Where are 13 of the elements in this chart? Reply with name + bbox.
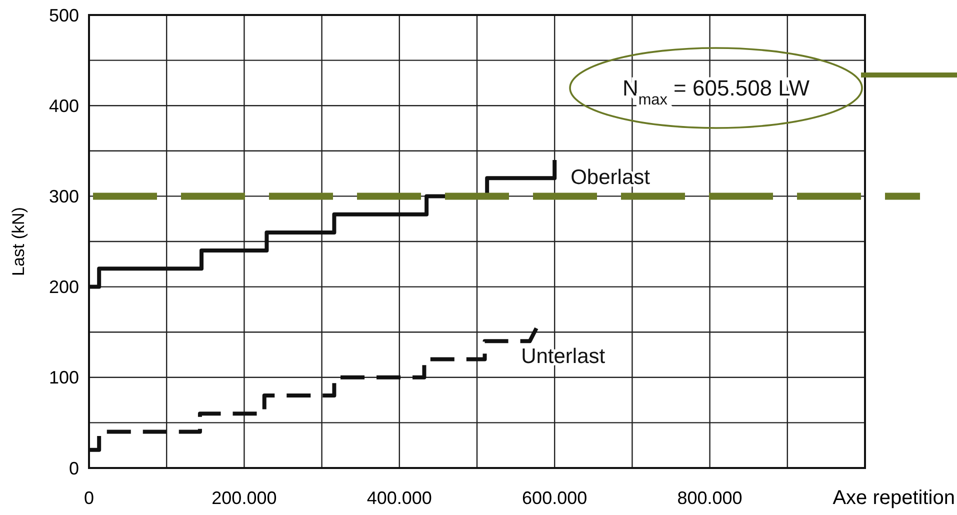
y-tick-label: 100: [48, 368, 79, 388]
x-axis-title: Axe repetition: [832, 487, 955, 509]
x-tick-label: 200.000: [212, 488, 277, 508]
y-tick-label: 200: [48, 277, 79, 298]
y-axis-title: Last (kN): [9, 207, 28, 276]
y-tick-label: 500: [48, 5, 79, 26]
x-tick-label: 600.000: [522, 488, 588, 508]
y-tick-label: 0: [68, 458, 79, 478]
x-tick-label: 800.000: [677, 488, 742, 508]
y-tick-label: 400: [48, 96, 79, 116]
x-tick-label: 400.000: [366, 488, 432, 508]
x-tick-label: 0: [84, 488, 94, 508]
y-tick-label: 300: [48, 186, 79, 206]
